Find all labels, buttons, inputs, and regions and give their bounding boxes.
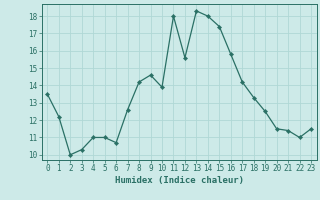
X-axis label: Humidex (Indice chaleur): Humidex (Indice chaleur) xyxy=(115,176,244,185)
